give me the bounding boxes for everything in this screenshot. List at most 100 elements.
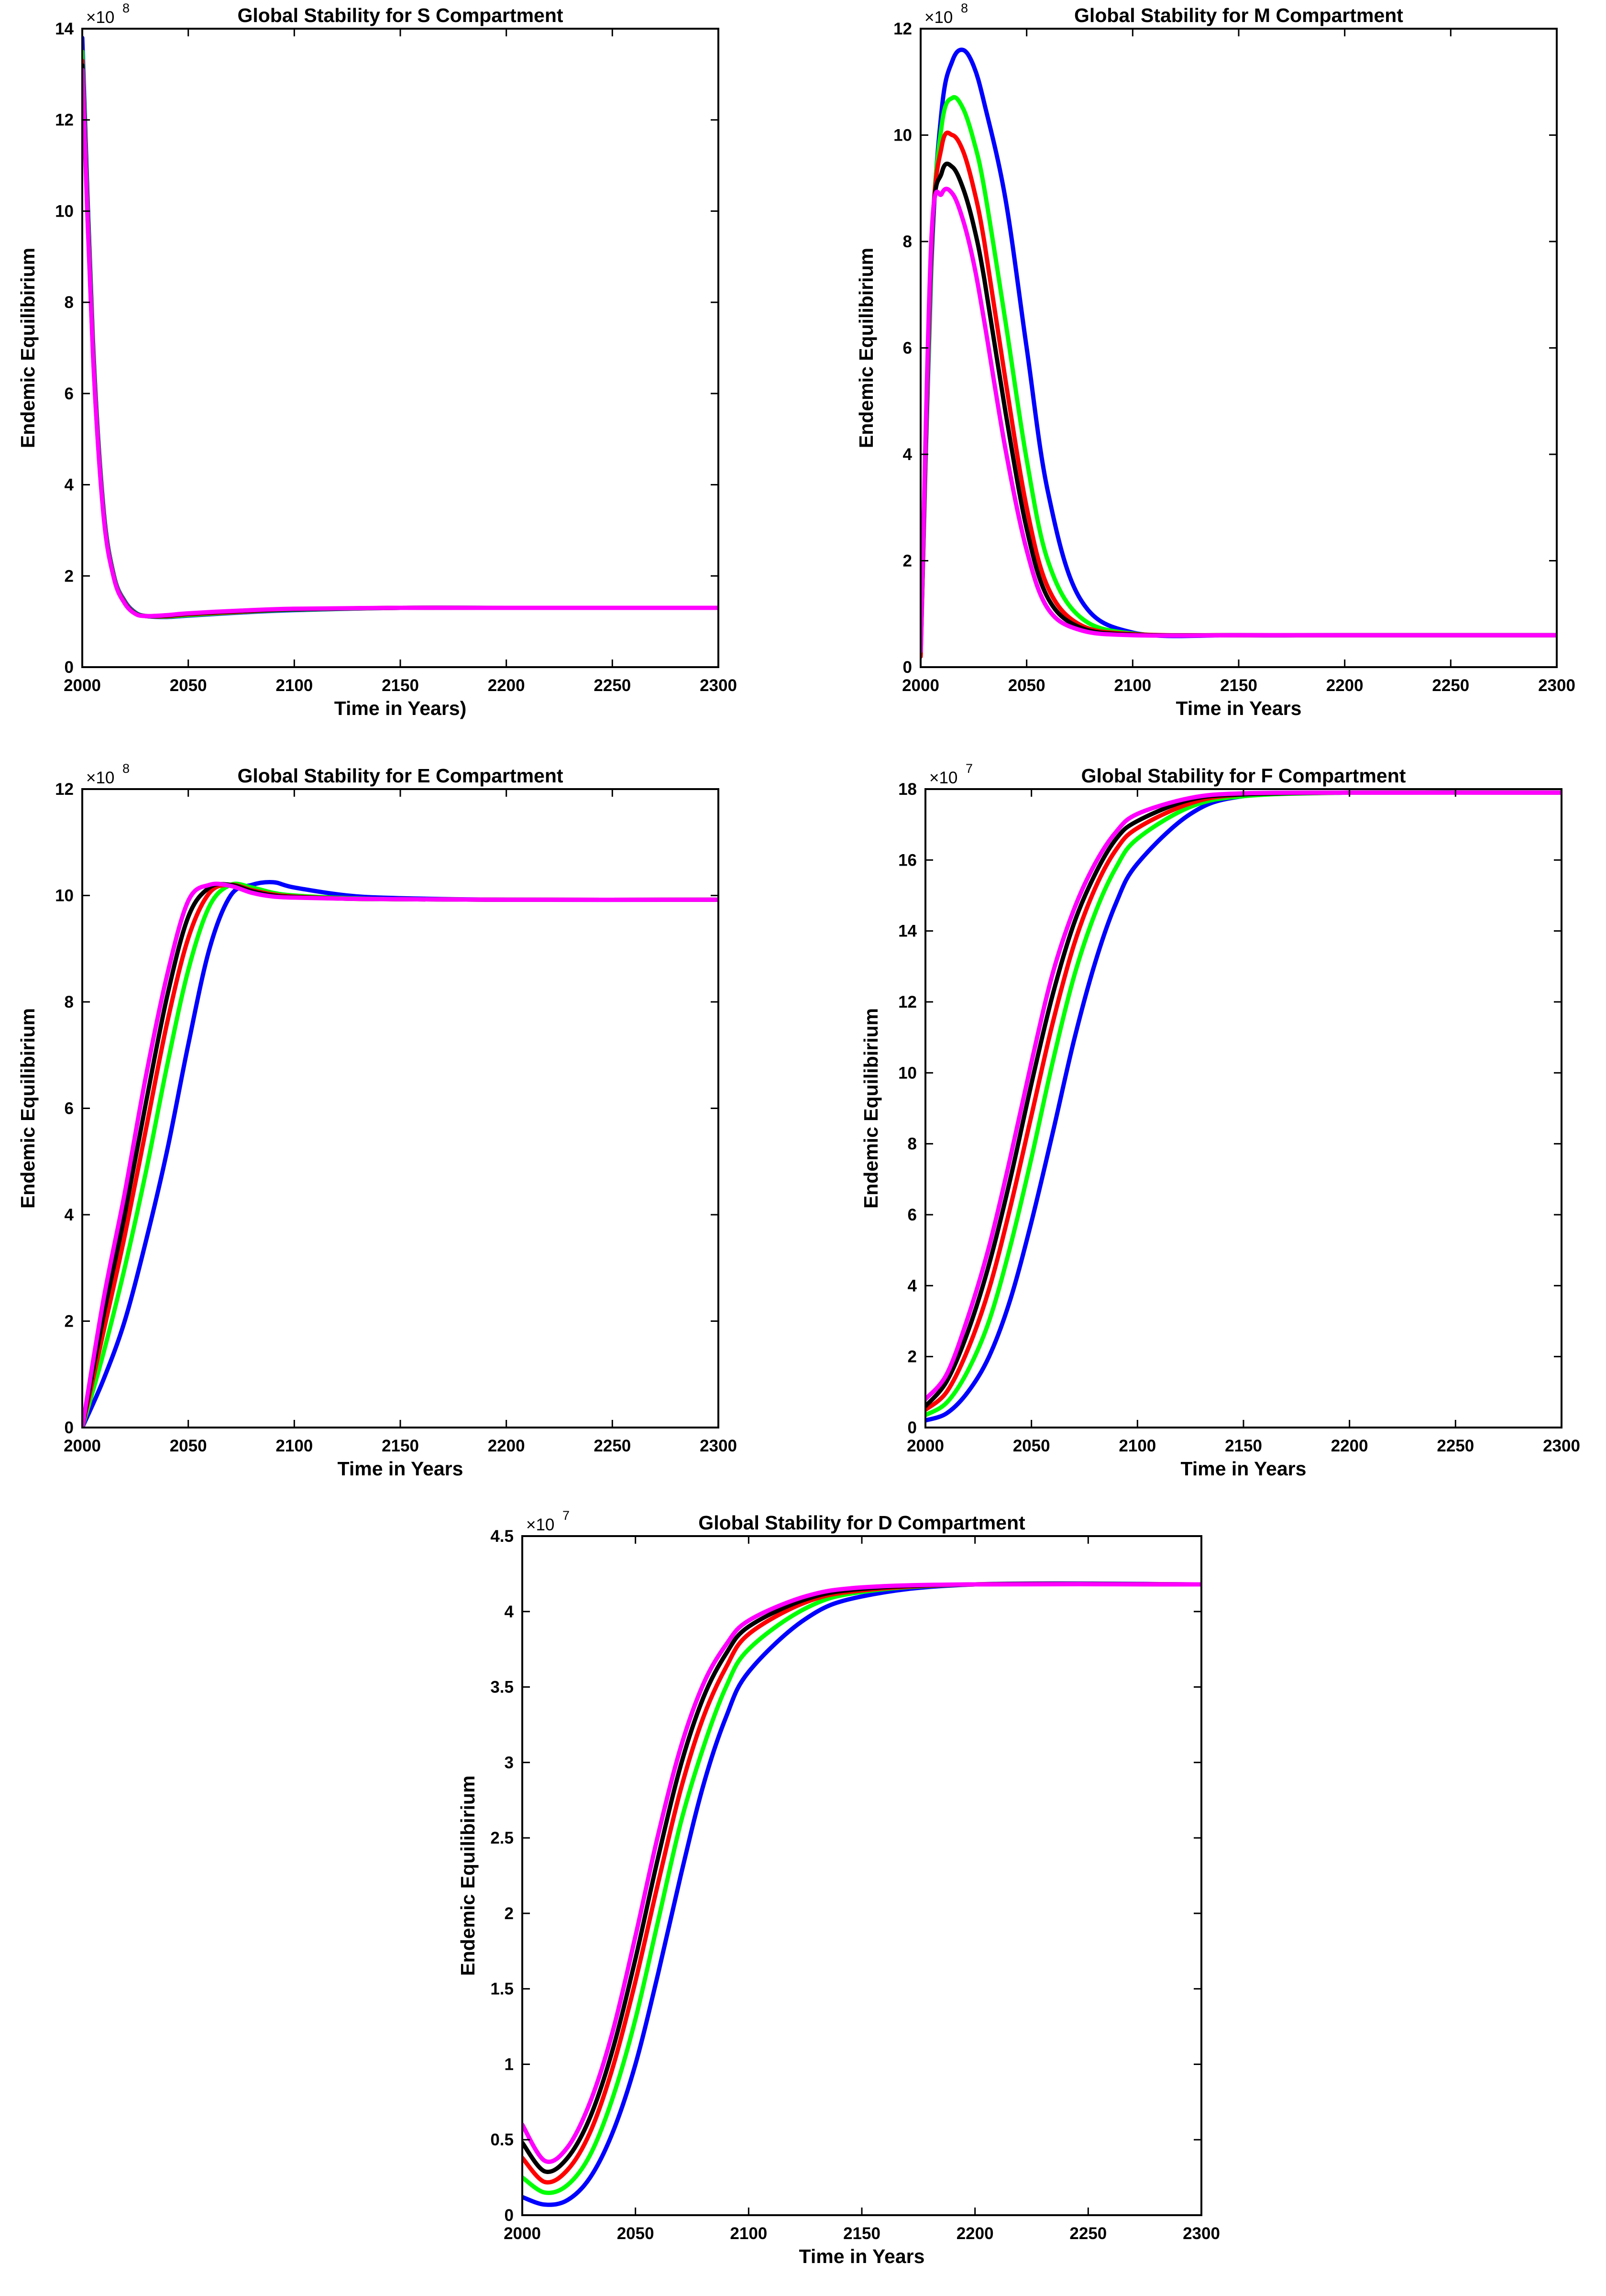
series-line-blue <box>82 879 718 1428</box>
y-tick-label: 6 <box>65 1099 74 1118</box>
y-tick-label: 0 <box>505 2206 514 2225</box>
y-tick-label: 0 <box>903 658 912 677</box>
y-tick-label: 4 <box>65 1206 74 1224</box>
series-line-green <box>921 95 1557 659</box>
series-line-black <box>921 161 1557 654</box>
y-axis-label: Endemic Equilibirium <box>17 248 39 448</box>
y-axis-label: Endemic Equilibirium <box>17 1008 39 1208</box>
y-tick-label: 14 <box>898 922 917 941</box>
x-tick-label: 2200 <box>1326 676 1364 695</box>
series-group <box>82 35 718 619</box>
series-line-blue <box>921 47 1557 659</box>
x-tick-label: 2100 <box>275 1437 313 1455</box>
y-exponent-power: 8 <box>122 1 130 15</box>
y-exponent-power: 8 <box>122 761 130 776</box>
x-tick-label: 2100 <box>1119 1437 1156 1455</box>
y-tick-label: 2 <box>903 552 912 571</box>
x-tick-label: 2300 <box>1183 2224 1220 2243</box>
y-exponent-power: 7 <box>562 1508 570 1523</box>
series-line-red <box>82 58 718 619</box>
x-tick-label: 2050 <box>1013 1437 1050 1455</box>
y-tick-label: 12 <box>893 20 912 38</box>
x-tick-label: 2050 <box>617 2224 654 2243</box>
x-tick-label: 2250 <box>594 1437 631 1455</box>
y-exponent-power: 7 <box>966 761 973 776</box>
x-axis-label: Time in Years) <box>334 697 467 719</box>
x-tick-label: 2100 <box>1114 676 1151 695</box>
y-tick-label: 2 <box>908 1348 917 1366</box>
y-tick-label: 2.5 <box>490 1829 514 1847</box>
series-line-magenta <box>82 881 718 1428</box>
y-tick-label: 4 <box>65 476 74 494</box>
series-group <box>82 879 718 1428</box>
y-tick-label: 0 <box>65 658 74 677</box>
x-axis-label: Time in Years <box>338 1458 463 1480</box>
x-tick-label: 2000 <box>907 1437 944 1455</box>
y-tick-label: 0.5 <box>490 2131 514 2149</box>
y-tick-label: 3.5 <box>490 1678 514 1697</box>
y-tick-label: 10 <box>898 1064 917 1082</box>
series-line-magenta <box>82 67 718 618</box>
y-tick-label: 1.5 <box>490 1980 514 1999</box>
axes-frame <box>81 28 719 668</box>
x-tick-label: 2000 <box>64 1437 101 1455</box>
y-tick-label: 6 <box>903 339 912 358</box>
x-tick-label: 2200 <box>1331 1437 1368 1455</box>
y-tick-label: 10 <box>893 126 912 145</box>
x-tick-label: 2250 <box>594 676 631 695</box>
x-tick-label: 2000 <box>64 676 101 695</box>
x-tick-label: 2200 <box>488 676 525 695</box>
y-exponent-label: ×10 <box>86 8 114 27</box>
chart-title: Global Stability for S Compartment <box>237 4 563 26</box>
x-tick-label: 2150 <box>1220 676 1257 695</box>
x-axis-label: Time in Years <box>799 2245 925 2267</box>
x-tick-label: 2050 <box>1008 676 1045 695</box>
series-line-blue <box>82 35 718 619</box>
x-axis-label: Time in Years <box>1176 697 1302 719</box>
y-tick-label: 10 <box>55 202 74 220</box>
series-line-black <box>82 63 718 618</box>
y-tick-label: 3 <box>505 1753 514 1772</box>
y-tick-label: 4 <box>903 445 913 464</box>
y-tick-label: 8 <box>65 293 74 312</box>
y-tick-label: 4 <box>908 1276 917 1295</box>
x-tick-label: 2300 <box>700 676 737 695</box>
chart-e: 2000 2050 2100 2150 2200 2250 2300 0 2 4 6 8 10 12 Glo… <box>17 761 737 1480</box>
series-line-black <box>522 1582 1201 2175</box>
y-tick-label: 6 <box>908 1206 917 1224</box>
series-group <box>925 790 1562 1423</box>
series-group <box>522 1581 1201 2207</box>
y-tick-label: 0 <box>908 1418 917 1437</box>
axes-frame <box>521 1535 1202 2216</box>
axes-frame <box>920 28 1558 668</box>
series-line-red <box>522 1582 1201 2185</box>
x-tick-label: 2200 <box>488 1437 525 1455</box>
y-tick-label: 2 <box>65 567 74 585</box>
y-tick-label: 12 <box>55 111 74 130</box>
x-tick-label: 2050 <box>170 1437 207 1455</box>
y-tick-label: 12 <box>55 780 74 799</box>
y-tick-label: 6 <box>65 384 74 403</box>
y-tick-label: 1 <box>505 2055 514 2074</box>
chart-title: Global Stability for D Compartment <box>698 1512 1025 1534</box>
x-tick-label: 2000 <box>504 2224 541 2243</box>
y-tick-label: 16 <box>898 851 917 869</box>
x-tick-label: 2000 <box>902 676 939 695</box>
x-tick-label: 2100 <box>730 2224 767 2243</box>
series-line-red <box>82 882 718 1428</box>
y-exponent-label: ×10 <box>929 769 957 787</box>
x-axis-label: Time in Years <box>1181 1458 1307 1480</box>
y-tick-label: 8 <box>65 993 74 1011</box>
chart-title: Global Stability for E Compartment <box>237 765 563 787</box>
series-line-black <box>925 790 1562 1408</box>
series-line-black <box>82 881 718 1428</box>
x-tick-label: 2300 <box>1538 676 1575 695</box>
y-tick-label: 12 <box>898 993 917 1011</box>
y-exponent-label: ×10 <box>86 769 114 787</box>
y-tick-label: 18 <box>898 780 917 799</box>
x-tick-label: 2100 <box>275 676 313 695</box>
y-exponent-power: 8 <box>961 1 968 15</box>
y-tick-label: 10 <box>55 887 74 905</box>
chart-f: 2000 2050 2100 2150 2200 2250 2300 0 2 4 6 8 10 12 14 1… <box>860 761 1580 1480</box>
y-tick-label: 4.5 <box>490 1527 514 1546</box>
